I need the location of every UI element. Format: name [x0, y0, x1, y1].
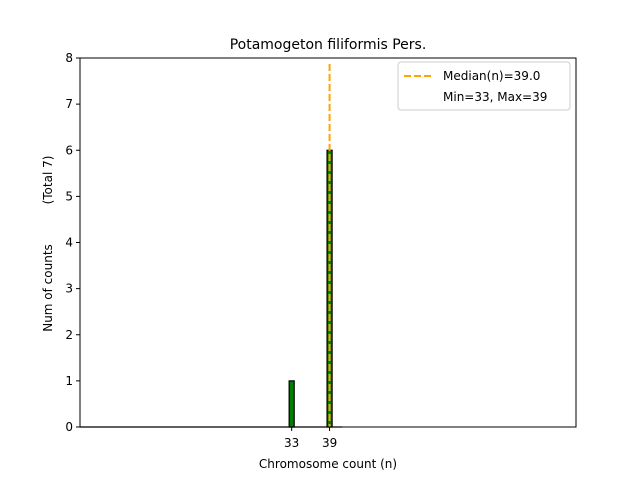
legend: Median(n)=39.0 Min=33, Max=39: [397, 61, 571, 111]
y-tick-label-0: 0: [65, 420, 73, 434]
y-tick-label-4: 4: [65, 236, 73, 250]
y-tick-label-8: 8: [65, 51, 73, 65]
y-axis: 0 1 2 3 4 5 6 7 8: [65, 51, 80, 434]
y-tick-label-5: 5: [65, 189, 73, 203]
legend-box: [397, 61, 571, 111]
y-axis-total-note: (Total 7): [41, 156, 55, 205]
legend-entry-median: Median(n)=39.0: [443, 69, 540, 83]
y-axis-label-group: Num of counts (Total 7): [41, 156, 55, 332]
plot-area: [79, 57, 577, 428]
y-tick-label-1: 1: [65, 374, 73, 388]
y-tick-label-7: 7: [65, 97, 73, 111]
x-axis: 33 39: [284, 427, 337, 450]
bars: [80, 149, 343, 428]
x-axis-label: Chromosome count (n): [259, 457, 397, 471]
y-tick-label-6: 6: [65, 143, 73, 157]
y-axis-label: Num of counts: [41, 244, 55, 332]
y-tick-label-3: 3: [65, 282, 73, 296]
x-tick-label-33: 33: [284, 436, 299, 450]
x-tick-label-39: 39: [322, 436, 337, 450]
bar-33: [288, 380, 295, 428]
chart-title: Potamogeton filiformis Pers.: [230, 37, 427, 53]
legend-entry-min-max: Min=33, Max=39: [443, 90, 547, 104]
y-tick-label-2: 2: [65, 328, 73, 342]
